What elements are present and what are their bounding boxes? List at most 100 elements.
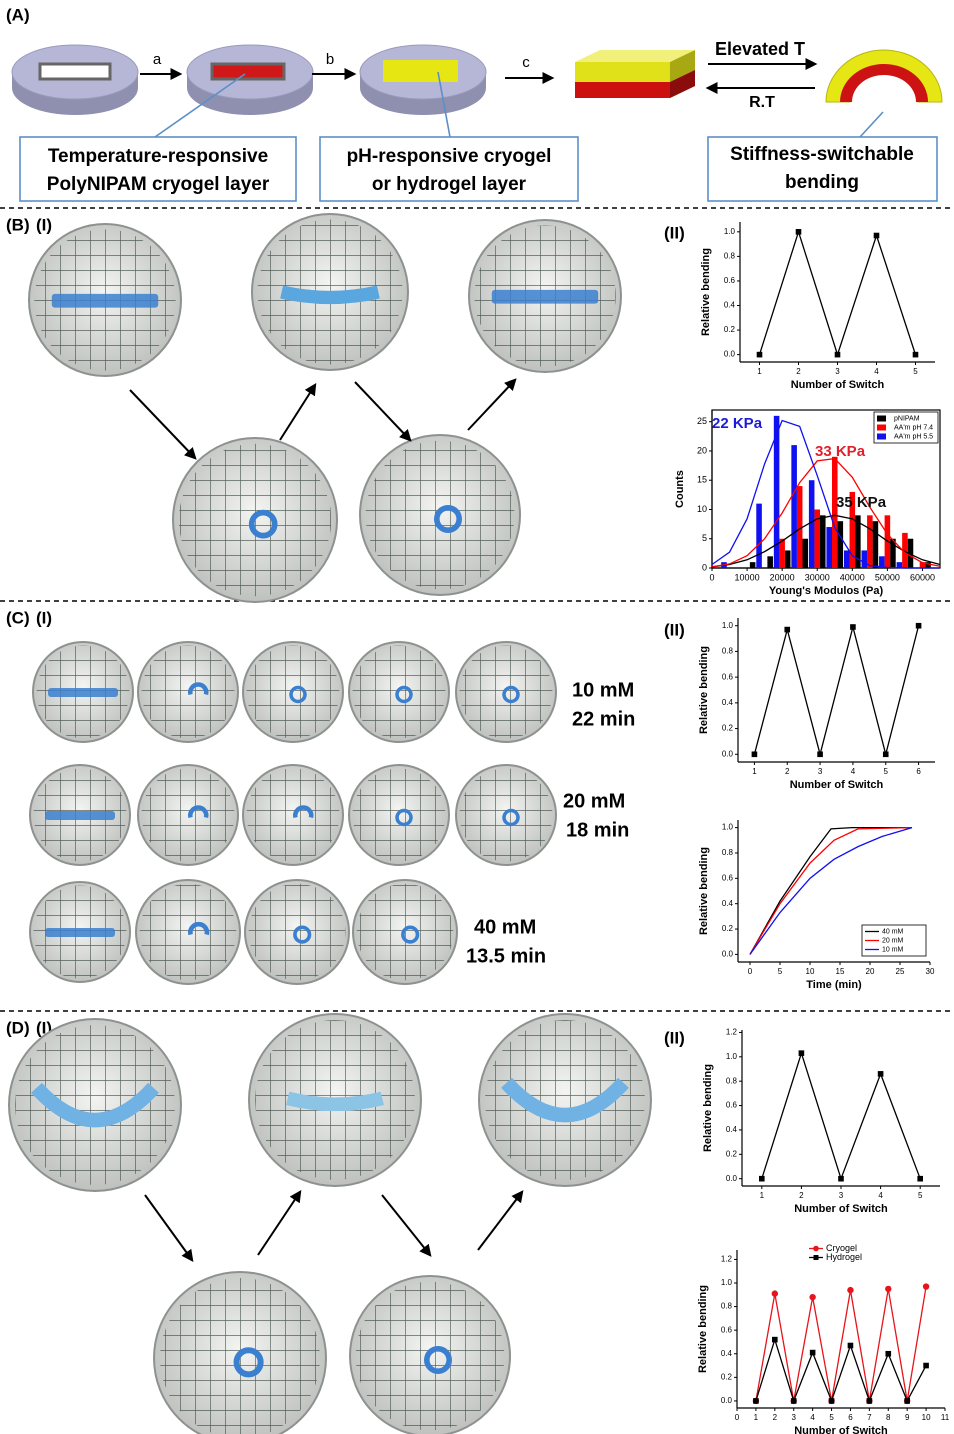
- y-tick-label: 0.4: [721, 1349, 733, 1358]
- annotation: 22 KPa: [712, 415, 763, 432]
- y-tick-label: 0.4: [726, 1125, 738, 1134]
- photo: [135, 879, 241, 985]
- x-tick-label: 3: [835, 367, 840, 376]
- gel-ring: [502, 685, 520, 704]
- bar: [808, 480, 815, 568]
- series-line: [758, 229, 917, 357]
- bar: [756, 503, 762, 568]
- point: [922, 1283, 930, 1290]
- bar: [784, 550, 791, 568]
- photo: [172, 437, 338, 603]
- point: [790, 1398, 797, 1404]
- condition-caption: 18 min: [566, 819, 629, 841]
- gel-ring: [233, 1347, 264, 1378]
- condition-caption: 40 mM: [474, 916, 536, 938]
- x-tick-label: 2: [799, 1191, 804, 1200]
- y-tick-label: 1.0: [726, 1052, 738, 1061]
- photos: [8, 213, 652, 1434]
- point: [759, 1175, 765, 1182]
- bar: [814, 509, 821, 568]
- y-tick-label: 0.2: [726, 1149, 738, 1158]
- x-tick-label: 20: [866, 967, 875, 976]
- x-axis-title: Number of Switch: [794, 1425, 888, 1434]
- y-tick-label: 0.0: [721, 1396, 733, 1405]
- x-tick-label: 4: [810, 1413, 815, 1422]
- y-tick-label: 0.0: [724, 350, 736, 359]
- x-tick-label: 40000: [840, 572, 865, 582]
- box-text: bending: [785, 172, 859, 193]
- bar: [879, 556, 885, 568]
- legend-label: 20 mM: [882, 937, 904, 944]
- panel-label: (B): [6, 215, 30, 234]
- x-tick-label: 0: [735, 1413, 740, 1422]
- annotation: 35 KPa: [836, 494, 887, 511]
- gel-strip: [31, 1082, 159, 1128]
- gel-ring: [289, 685, 307, 704]
- photo: [32, 641, 134, 743]
- legend-label: 40 mM: [882, 928, 904, 935]
- point: [923, 1362, 929, 1369]
- condition-label: R.T: [749, 94, 775, 111]
- dish-grid: [15, 1025, 175, 1185]
- bent-bilayer: [825, 49, 943, 103]
- series-line: [749, 826, 913, 955]
- legend-marker: [813, 1255, 819, 1260]
- y-tick-label: 0.8: [724, 251, 736, 260]
- photo: [248, 1013, 422, 1187]
- gel-strip: [45, 811, 115, 820]
- chart: 0.0 0.2 0.4 0.6 0.8 1.0 1.2 1 2 3 4 5 Number of Swit…: [702, 1028, 940, 1215]
- series-line: [749, 826, 913, 955]
- photo: [468, 219, 622, 373]
- y-tick-label: 25: [697, 416, 707, 426]
- bar: [796, 486, 803, 568]
- gel-ring: [395, 808, 413, 827]
- y-axis-title: Relative bending: [700, 248, 712, 336]
- y-axis-title: Relative bending: [702, 1064, 714, 1152]
- point: [847, 1286, 854, 1294]
- legend-label: pNIPAM: [894, 415, 920, 422]
- mold-2: [186, 44, 314, 115]
- callouts: [19, 71, 938, 202]
- bar: [831, 456, 838, 568]
- y-tick-label: 5: [702, 533, 707, 543]
- y-tick-label: 0.4: [722, 698, 734, 707]
- y-tick-label: 0.2: [722, 924, 734, 933]
- photo: [478, 1013, 652, 1187]
- x-tick-label: 25: [896, 967, 905, 976]
- y-tick-label: 1.0: [722, 621, 734, 630]
- photo: [359, 434, 521, 596]
- point: [838, 1175, 844, 1182]
- bar: [802, 538, 809, 568]
- bar: [872, 521, 879, 568]
- fit-curve: [711, 457, 941, 568]
- chart: 0.0 0.2 0.4 0.6 0.8 1.0 1.2 0 1 2 3 4 5 6 7 8 9 10 11 Numbe…: [697, 1243, 950, 1434]
- gel-strip: [48, 688, 118, 697]
- point: [904, 1398, 910, 1404]
- box-text: or hydrogel layer: [372, 174, 527, 195]
- y-tick-label: 1.2: [726, 1028, 738, 1037]
- x-tick-label: 20000: [770, 572, 795, 582]
- gel-strip: [45, 928, 115, 937]
- point: [784, 626, 791, 633]
- legend-swatch: [877, 424, 886, 431]
- panel-label: (I): [36, 608, 52, 627]
- series-line: [753, 625, 920, 757]
- condition-caption: 20 mM: [563, 790, 625, 812]
- bar: [749, 562, 756, 568]
- y-tick-label: 0.2: [721, 1372, 733, 1381]
- x-tick-label: 2: [773, 1413, 778, 1422]
- bar: [902, 532, 908, 568]
- chart: 0.0 0.2 0.4 0.6 0.8 1.0 1 2 3 4 5 Number of Switch R…: [700, 222, 935, 391]
- y-axis-title: Relative bending: [697, 1285, 709, 1373]
- bar: [767, 556, 773, 568]
- bar: [925, 562, 931, 568]
- x-tick-label: 4: [851, 767, 856, 776]
- bar: [855, 515, 861, 568]
- legend-label: AA'm pH 7.4: [894, 424, 933, 431]
- series-line: [761, 1050, 921, 1181]
- point: [756, 351, 763, 358]
- x-tick-label: 7: [867, 1413, 872, 1422]
- point: [753, 1398, 759, 1404]
- legend-label: 10 mM: [882, 946, 904, 953]
- gel-ring: [293, 925, 312, 944]
